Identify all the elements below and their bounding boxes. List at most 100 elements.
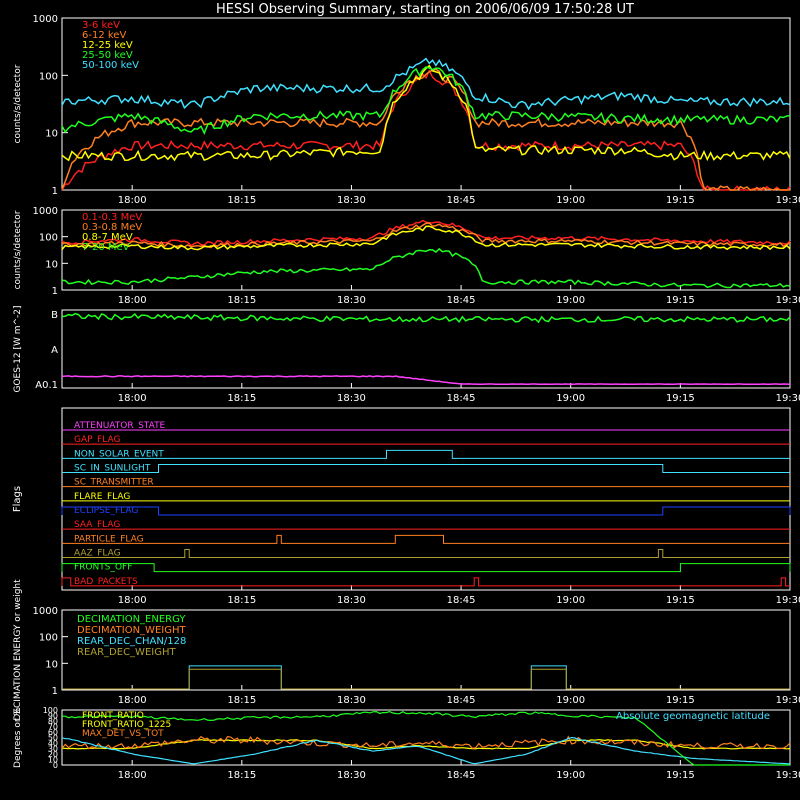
flags-label-attenuator_state: ATTENUATOR_STATE bbox=[74, 421, 166, 431]
flags-label-non_solar_event: NON_SOLAR_EVENT bbox=[74, 449, 164, 459]
goes-ytick-label: A0.1 bbox=[35, 380, 58, 391]
lightcurve_high-frame bbox=[61, 209, 791, 291]
decimation-series-rear-dec-weight bbox=[62, 668, 790, 690]
lightcurve_low-series-3-6-kev bbox=[61, 69, 791, 192]
goes-frame bbox=[61, 309, 791, 389]
lightcurve_low-series-50-100-kev bbox=[61, 57, 791, 111]
geometry-ytick-label: 30 bbox=[48, 745, 58, 754]
lightcurve_low-ylabel: counts/s/detector bbox=[13, 64, 23, 143]
decimation-legend-item: DECIMATION_WEIGHT bbox=[77, 625, 186, 636]
goes-xtick-label: 19:00 bbox=[556, 393, 585, 404]
decimation-xtick-label: 19:15 bbox=[666, 695, 695, 706]
flags-label-sc_in_sunlight: SC_IN_SUNLIGHT bbox=[74, 464, 151, 474]
lightcurve_high-xtick-label: 18:15 bbox=[227, 295, 256, 306]
lightcurve_low-xtick-label: 19:00 bbox=[556, 195, 585, 206]
geometry-ytick-label: 0 bbox=[53, 761, 58, 770]
flags-label-aaz_flag: AAZ_FLAG bbox=[74, 549, 121, 559]
decimation-ylabel: DECIMATION ENERGY or weight bbox=[13, 579, 23, 721]
goes-xtick-label: 19:15 bbox=[666, 393, 695, 404]
decimation-xtick-label: 18:30 bbox=[337, 695, 366, 706]
geometry-xtick-label: 18:00 bbox=[118, 770, 147, 781]
lightcurve_high-series-0-8-7-mev bbox=[61, 225, 791, 251]
flags-line-fronts_off bbox=[61, 563, 791, 573]
lightcurve_high-legend-item: 0.1-0.3 MeV bbox=[82, 212, 142, 223]
decimation-ytick-label: 1000 bbox=[33, 606, 58, 617]
lightcurve_high-ytick-label: 100 bbox=[39, 233, 58, 244]
geometry-ytick-label: 70 bbox=[48, 723, 58, 732]
decimation-xtick-label: 18:00 bbox=[118, 695, 147, 706]
flags-xtick-label: 18:15 bbox=[227, 595, 256, 606]
flags-xtick-label: 18:30 bbox=[337, 595, 366, 606]
flags-label-sc_transmitter: SC_TRANSMITTER bbox=[74, 478, 154, 488]
geometry-xtick-label: 18:45 bbox=[447, 770, 476, 781]
geometry-frame bbox=[61, 709, 791, 766]
flags-line-eclipse_flag bbox=[61, 506, 791, 516]
flags-xtick-label: 18:00 bbox=[118, 595, 147, 606]
decimation-xtick-label: 18:45 bbox=[447, 695, 476, 706]
flags-label-eclipse_flag: ECLIPSE_FLAG bbox=[74, 506, 138, 516]
flags-label-particle_flag: PARTICLE_FLAG bbox=[74, 534, 144, 544]
goes-ytick-label: B bbox=[51, 310, 58, 321]
geometry-legend-item: FRONT_RATIO bbox=[82, 711, 144, 721]
decimation-ytick-label: 10 bbox=[45, 659, 58, 670]
lightcurve_low-xtick-label: 18:30 bbox=[337, 195, 366, 206]
flags-line-aaz_flag bbox=[62, 549, 790, 558]
lightcurve_low-ytick-label: 10 bbox=[45, 129, 58, 140]
geometry-xtick-label: 18:15 bbox=[227, 770, 256, 781]
geometry-xtick-label: 19:30 bbox=[776, 770, 800, 781]
goes-xtick-label: 18:30 bbox=[337, 393, 366, 404]
flags-label-fronts_off: FRONTS_OFF bbox=[74, 563, 132, 573]
flags-ylabel: Flags bbox=[12, 486, 23, 512]
lightcurve_low-legend-item: 25-50 keV bbox=[82, 50, 133, 61]
lightcurve_low-frame bbox=[61, 17, 791, 191]
decimation-xtick-label: 19:30 bbox=[776, 695, 800, 706]
geometry-ytick-label: 80 bbox=[48, 717, 58, 726]
goes-ytick-label: A bbox=[51, 345, 58, 356]
flags-xtick-label: 18:45 bbox=[447, 595, 476, 606]
lightcurve_low-ytick-label: 100 bbox=[39, 71, 58, 82]
flags-line-non_solar_event bbox=[62, 449, 790, 459]
lightcurve_low-ytick-label: 1000 bbox=[33, 14, 58, 25]
decimation-ytick-label: 100 bbox=[39, 633, 58, 644]
goes-series-1-8-a bbox=[61, 312, 791, 324]
goes-ylabel: GOES-12 [W m^-2] bbox=[13, 305, 23, 392]
geometry-legend-latitude: Absolute geomagnetic latitude bbox=[616, 711, 770, 722]
flags-xtick-label: 19:00 bbox=[556, 595, 585, 606]
lightcurve_high-xtick-label: 18:30 bbox=[337, 295, 366, 306]
geometry-ytick-label: 20 bbox=[48, 750, 58, 759]
lightcurve_low-xtick-label: 18:45 bbox=[447, 195, 476, 206]
flags-line-bad_packets bbox=[61, 577, 790, 587]
lightcurve_high-xtick-label: 19:15 bbox=[666, 295, 695, 306]
lightcurve_high-xtick-label: 18:45 bbox=[447, 295, 476, 306]
lightcurve_high-legend-item: 7-20 MeV bbox=[82, 242, 130, 253]
flags-label-saa_flag: SAA_FLAG bbox=[74, 520, 120, 530]
geometry-ytick-label: 100 bbox=[43, 706, 58, 715]
decimation-legend-item: REAR_DEC_WEIGHT bbox=[77, 647, 176, 658]
flags-label-flare_flag: FLARE_FLAG bbox=[74, 492, 130, 502]
goes-xtick-label: 18:45 bbox=[447, 393, 476, 404]
lightcurve_high-xtick-label: 19:00 bbox=[556, 295, 585, 306]
lightcurve_high-legend-item: 0.8-7 MeV bbox=[82, 232, 133, 243]
geometry-ytick-label: 90 bbox=[48, 712, 58, 721]
geometry-xtick-label: 19:15 bbox=[666, 770, 695, 781]
lightcurve_low-xtick-label: 18:15 bbox=[227, 195, 256, 206]
lightcurve_high-series-0-1-0-3-mev bbox=[61, 219, 791, 247]
lightcurve_high-ytick-label: 1000 bbox=[33, 206, 58, 217]
geometry-ylabel: Degrees or % bbox=[13, 707, 23, 768]
decimation-frame bbox=[61, 609, 791, 691]
lightcurve_high-series-7-20-mev bbox=[61, 247, 791, 289]
lightcurve_high-legend-item: 0.3-0.8 MeV bbox=[82, 222, 142, 233]
flags-line-sc_in_sunlight bbox=[62, 464, 790, 473]
lightcurve_low-series-25-50-kev bbox=[61, 66, 791, 135]
lightcurve_low-xtick-label: 19:30 bbox=[776, 195, 800, 206]
decimation-legend-item: REAR_DEC_CHAN/128 bbox=[77, 636, 186, 647]
lightcurve_low-series-6-12-kev bbox=[61, 68, 790, 191]
lightcurve_low-legend-item: 6-12 keV bbox=[82, 30, 126, 41]
goes-series-0-5-4-a bbox=[61, 375, 791, 386]
geometry-legend-item: MAX_DET_VS_TOT bbox=[82, 729, 164, 739]
decimation-xtick-label: 19:00 bbox=[556, 695, 585, 706]
flags-line-particle_flag bbox=[62, 534, 790, 544]
lightcurve_low-ytick-label: 1 bbox=[52, 186, 58, 197]
